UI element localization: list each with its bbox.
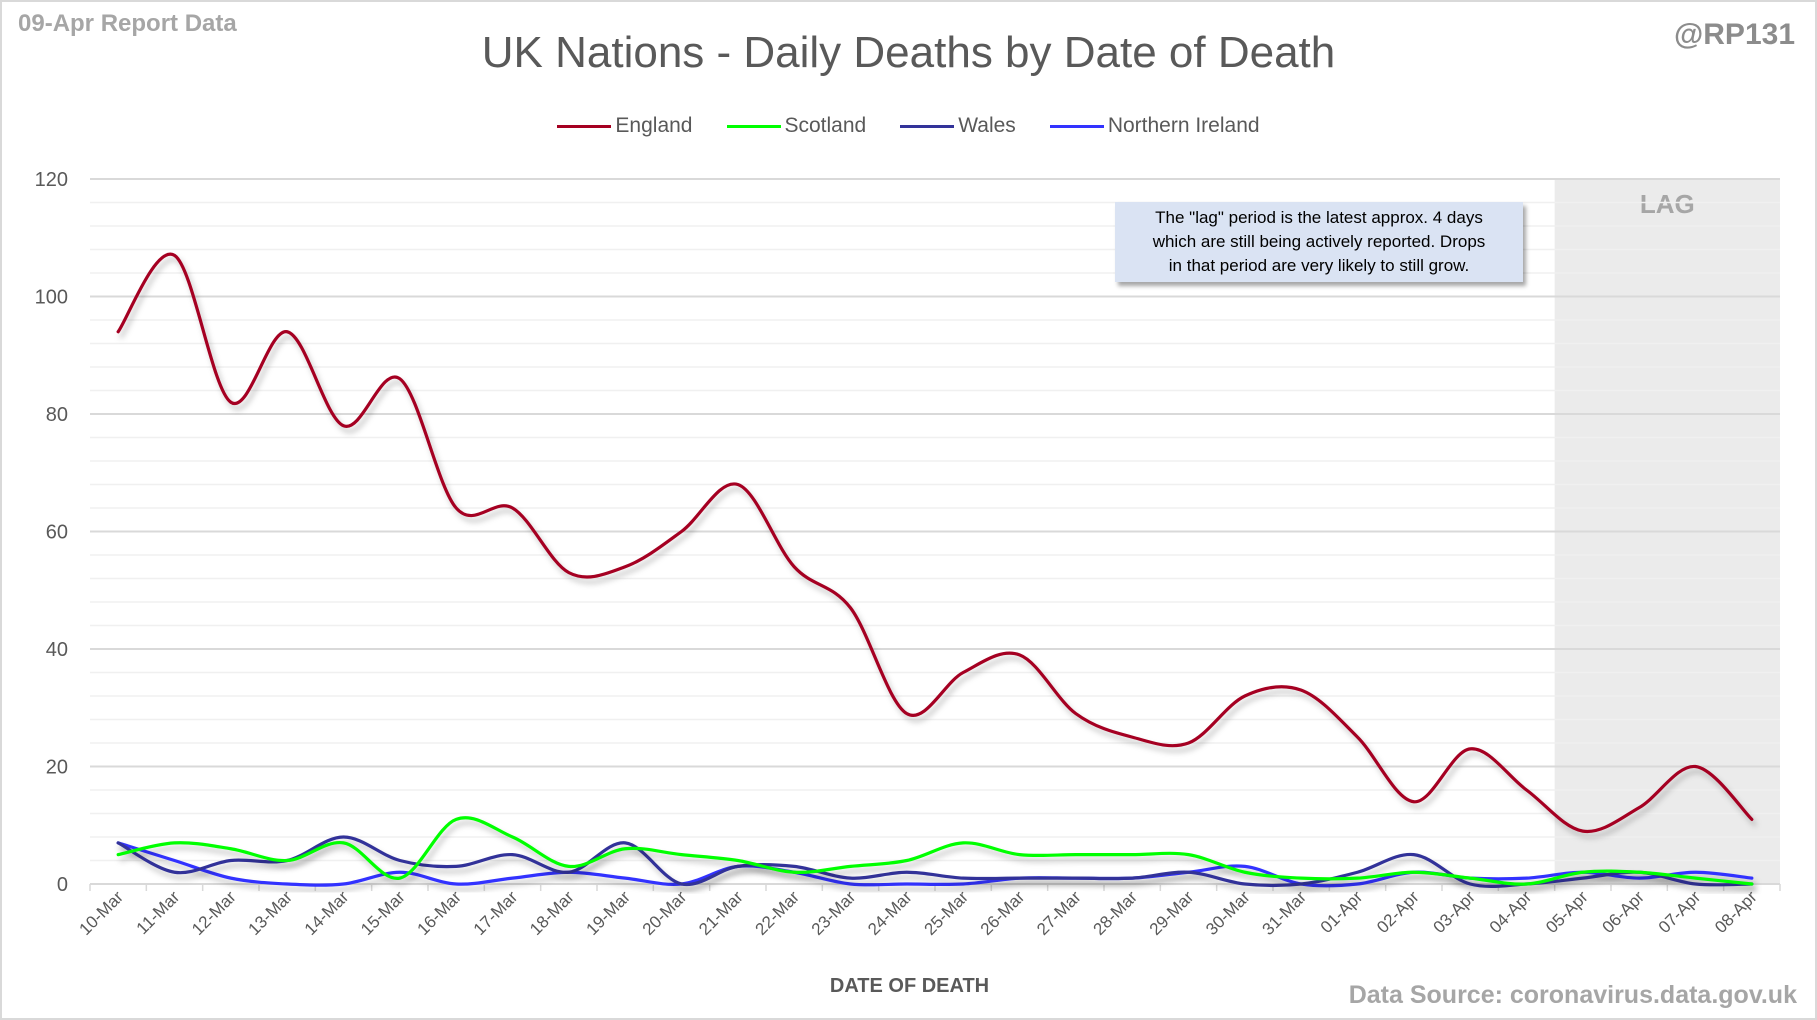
x-tick-label: 30-Mar (1202, 887, 1254, 939)
x-tick-label: 14-Mar (301, 887, 353, 939)
series-line-scotland (116, 816, 1754, 886)
legend-swatch-northern-ireland (1049, 124, 1104, 128)
x-tick-label: 04-Apr (1486, 887, 1536, 937)
legend-swatch-scotland (726, 124, 781, 128)
x-tick-label: 24-Mar (864, 887, 916, 939)
lag-note-line: which are still being actively reported.… (1152, 232, 1486, 251)
legend-item-scotland: Scotland (726, 114, 867, 138)
x-tick-label: 26-Mar (977, 887, 1029, 939)
x-tick-label: 16-Mar (413, 887, 465, 939)
legend-label-scotland: Scotland (784, 114, 867, 137)
x-tick-label: 02-Apr (1373, 887, 1423, 937)
legend-swatch-england (557, 124, 612, 128)
x-tick-label: 21-Mar (695, 887, 747, 939)
data-source: Data Source: coronavirus.data.gov.uk (1348, 981, 1797, 1009)
legend: England Scotland Wales Northern Ireland (0, 114, 1817, 138)
x-tick-label: 27-Mar (1033, 887, 1085, 939)
x-tick-label: 25-Mar (920, 887, 972, 939)
legend-label-northern-ireland: Northern Ireland (1107, 114, 1260, 137)
y-tick-label: 80 (46, 404, 68, 426)
legend-swatch-wales (900, 124, 955, 128)
series-line-wales (116, 835, 1754, 889)
y-tick-label: 100 (35, 287, 68, 309)
legend-item-wales: Wales (900, 114, 1016, 138)
x-tick-label: 03-Apr (1429, 887, 1479, 937)
x-tick-label: 07-Apr (1655, 887, 1705, 937)
legend-label-england: England (615, 114, 693, 137)
x-tick-label: 19-Mar (582, 887, 634, 939)
y-tick-label: 120 (35, 169, 68, 191)
x-tick-label: 01-Apr (1317, 887, 1367, 937)
y-tick-label: 0 (57, 874, 68, 896)
chart-title: UK Nations - Daily Deaths by Date of Dea… (481, 28, 1336, 77)
x-tick-label: 20-Mar (639, 887, 691, 939)
author-handle: @RP131 (1674, 18, 1795, 51)
lag-note-callout: The "lag" period is the latest approx. 4… (1115, 202, 1523, 282)
x-tick-label: 11-Mar (133, 887, 184, 938)
x-tick-label: 08-Apr (1711, 887, 1761, 937)
x-tick-label: 17-Mar (470, 887, 522, 939)
report-date-label: 09-Apr Report Data (18, 10, 237, 37)
lag-note-line: The "lag" period is the latest approx. 4… (1155, 208, 1483, 227)
x-axis-title: DATE OF DEATH (829, 975, 990, 997)
legend-label-wales: Wales (958, 114, 1016, 137)
x-tick-label: 05-Apr (1542, 887, 1592, 937)
lag-label: LAG (1640, 189, 1695, 219)
x-tick-label: 15-Mar (357, 887, 409, 939)
x-tick-label: 13-Mar (244, 887, 296, 939)
lag-note-line: in that period are very likely to still … (1168, 256, 1470, 275)
y-tick-label: 20 (46, 757, 68, 779)
series-line-england (116, 252, 1754, 834)
x-tick-label: 06-Apr (1598, 887, 1648, 937)
y-tick-label: 60 (46, 522, 68, 544)
legend-item-england: England (557, 114, 693, 138)
x-tick-label: 23-Mar (808, 887, 860, 939)
legend-item-northern-ireland: Northern Ireland (1049, 114, 1260, 138)
x-tick-label: 22-Mar (751, 887, 803, 939)
x-tick-label: 31-Mar (1258, 887, 1310, 939)
y-tick-label: 40 (46, 639, 68, 661)
x-tick-label: 29-Mar (1146, 887, 1198, 939)
x-tick-label: 12-Mar (188, 887, 240, 939)
x-tick-label: 28-Mar (1089, 887, 1141, 939)
x-tick-label: 18-Mar (526, 887, 578, 939)
x-tick-label: 10-Mar (75, 887, 127, 939)
